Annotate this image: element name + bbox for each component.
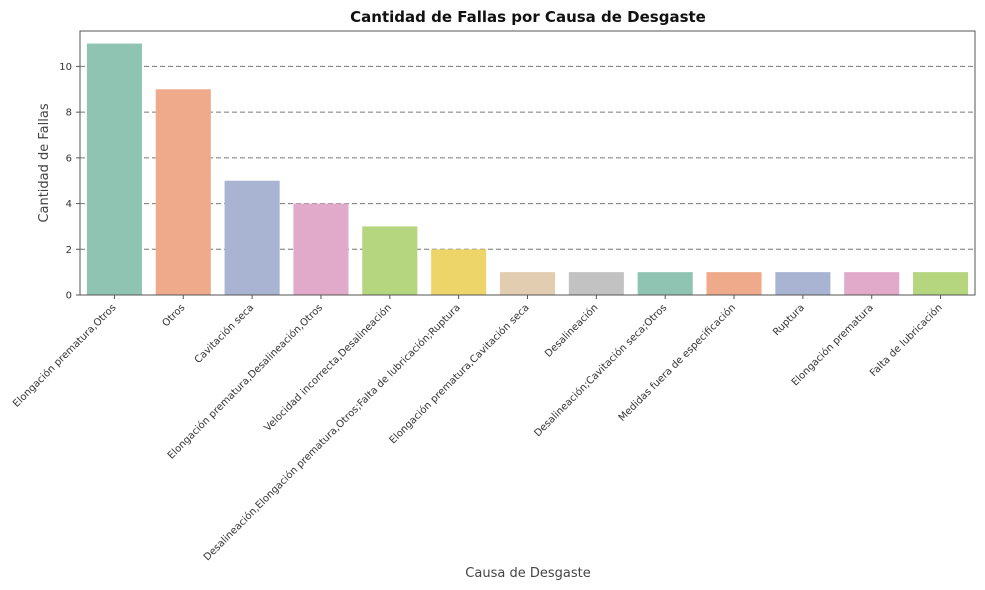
x-tick-label: Elongación prematura,Desalineación,Otros: [165, 302, 325, 462]
bars: [86, 43, 969, 296]
bar: [293, 203, 349, 295]
bar: [499, 272, 556, 295]
x-tick-label: Elongación prematura,Cavitación seca: [387, 302, 532, 447]
x-tick-label: Ruptura: [771, 302, 807, 338]
y-tick-label: 2: [66, 245, 72, 256]
plot-frame: [79, 30, 976, 296]
x-tick-label: Cavitación seca: [192, 302, 256, 366]
chart-title: Cantidad de Fallas por Causa de Desgaste: [350, 8, 706, 26]
bar: [637, 272, 693, 295]
x-tick-label: Medidas fuera de especificación: [616, 302, 738, 424]
y-tick-label: 4: [66, 199, 72, 210]
x-tick-label: Elongación prematura,Otros: [10, 302, 118, 410]
bar: [775, 272, 831, 295]
bar: [706, 272, 762, 295]
x-tick-label: Otros: [161, 302, 188, 329]
bar: [362, 226, 418, 295]
bar: [913, 272, 969, 295]
x-tick-label: Desalineación;Cavitación seca;Otros: [532, 302, 670, 440]
x-tick-label: Velocidad incorrecta,Desalineación: [262, 302, 394, 434]
x-tick-label: Falta de lubricación: [867, 302, 944, 379]
y-tick-label: 8: [66, 108, 72, 119]
x-tick-label: Desalineación: [542, 302, 600, 360]
bar: [155, 89, 211, 296]
x-tick-label: Desalineación,Elongación prematura,Otros…: [201, 302, 463, 564]
y-axis-label: Cantidad de Fallas: [37, 103, 52, 222]
y-tick-label: 0: [66, 291, 72, 302]
y-tick-label: 6: [66, 153, 72, 164]
bar: [568, 272, 624, 295]
bar: [86, 43, 142, 296]
bar: [431, 249, 487, 295]
bar: [844, 272, 900, 295]
y-tick-label: 10: [59, 62, 72, 73]
gridlines: [80, 65, 975, 250]
bar: [224, 180, 280, 295]
x-axis-label: Causa de Desgaste: [465, 566, 590, 581]
